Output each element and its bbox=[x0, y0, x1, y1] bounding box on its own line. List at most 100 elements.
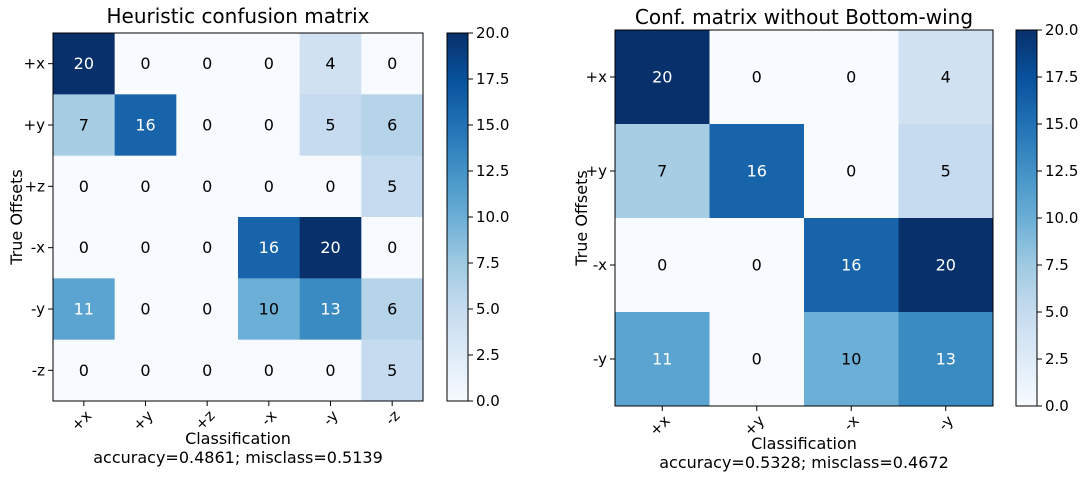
cell-value-label: 16 bbox=[135, 116, 155, 135]
y-axis-label: True Offsets bbox=[7, 169, 26, 265]
heatmap-cell bbox=[804, 312, 899, 407]
cell-value-label: 16 bbox=[841, 256, 861, 275]
cell-value-label: 4 bbox=[325, 54, 335, 73]
heatmap-cell bbox=[361, 33, 424, 95]
heatmap-cell bbox=[361, 94, 424, 157]
heatmap-cell bbox=[176, 217, 239, 279]
colorbar-tick-label: 17.5 bbox=[1045, 68, 1078, 86]
heatmap-cell bbox=[114, 278, 177, 341]
y-tick-label: +y bbox=[586, 162, 608, 180]
heatmap-cell bbox=[53, 155, 116, 218]
colorbar-tick-label: 20.0 bbox=[1045, 21, 1078, 39]
cell-value-label: 0 bbox=[752, 68, 762, 87]
colorbar-tick-label: 0.0 bbox=[476, 392, 500, 410]
heatmap-cell bbox=[299, 278, 362, 341]
cell-value-label: 6 bbox=[387, 300, 397, 319]
accuracy-footer: accuracy=0.4861; misclass=0.5139 bbox=[93, 448, 383, 467]
cell-value-label: 16 bbox=[747, 162, 767, 181]
heatmap-cell bbox=[709, 124, 805, 219]
heuristic-confusion-matrix-chart: Heuristic confusion matrix 20 0 0 0 4 0 7 16 0 0 5 6… bbox=[7, 4, 509, 467]
heatmap-cell bbox=[53, 94, 116, 157]
x-tick-label: +x bbox=[646, 412, 674, 440]
cell-value-label: 13 bbox=[320, 300, 340, 319]
cell-value-label: 5 bbox=[387, 177, 397, 196]
cell-value-label: 0 bbox=[202, 116, 212, 135]
heatmap-cell bbox=[615, 30, 710, 125]
y-tick-label: -y bbox=[31, 300, 45, 318]
cell-value-label: 0 bbox=[387, 54, 397, 73]
accuracy-footer: accuracy=0.5328; misclass=0.4672 bbox=[659, 453, 949, 472]
x-tick-label: -y bbox=[934, 412, 957, 435]
cell-value-label: 0 bbox=[140, 177, 150, 196]
cell-value-label: 0 bbox=[657, 256, 667, 275]
cell-value-label: 0 bbox=[140, 361, 150, 380]
heatmap-cell bbox=[53, 33, 116, 95]
cell-value-label: 20 bbox=[936, 256, 956, 275]
heatmap-cell bbox=[709, 218, 805, 313]
colorbar bbox=[1015, 29, 1038, 407]
cell-value-label: 0 bbox=[846, 162, 856, 181]
y-tick-label: -x bbox=[593, 256, 607, 274]
cell-value-label: 13 bbox=[936, 350, 956, 369]
y-tick-label: -y bbox=[593, 350, 607, 368]
cell-value-label: 0 bbox=[264, 54, 274, 73]
y-tick-label: +z bbox=[25, 177, 46, 195]
heatmap-cell bbox=[53, 339, 116, 402]
heatmap-cell bbox=[176, 94, 239, 157]
heatmap-cell bbox=[299, 155, 362, 218]
y-axis-label: True Offsets bbox=[572, 170, 591, 266]
heatmap-cell bbox=[361, 217, 424, 279]
cell-value-label: 0 bbox=[202, 238, 212, 257]
x-axis-label: Classification bbox=[185, 429, 291, 448]
cell-value-label: 0 bbox=[387, 238, 397, 257]
cell-value-label: 0 bbox=[79, 361, 89, 380]
heatmap-cell bbox=[299, 94, 362, 157]
bottom-wing-confusion-matrix-chart: Conf. matrix without Bottom-wing 20 0 0 4 7 16… bbox=[572, 5, 1078, 472]
cell-value-label: 0 bbox=[846, 68, 856, 87]
heatmap-cell bbox=[176, 33, 239, 95]
cell-value-label: 0 bbox=[325, 361, 335, 380]
cell-value-label: 0 bbox=[264, 177, 274, 196]
heatmap-cell bbox=[709, 30, 805, 125]
heatmap-cell bbox=[114, 33, 177, 95]
heatmap-cell bbox=[176, 155, 239, 218]
colorbar-tick-label: 15.0 bbox=[1045, 115, 1078, 133]
heatmap-cell bbox=[804, 30, 899, 125]
y-tick-label: -x bbox=[31, 239, 45, 257]
cell-value-label: 0 bbox=[140, 238, 150, 257]
heatmap-cell bbox=[898, 124, 994, 219]
cell-value-label: 20 bbox=[320, 238, 340, 257]
cell-value-label: 20 bbox=[652, 68, 672, 87]
cell-value-label: 0 bbox=[752, 256, 762, 275]
heatmap-cell bbox=[804, 218, 899, 313]
heatmap-cell bbox=[299, 339, 362, 402]
colorbar-tick-label: 7.5 bbox=[476, 254, 500, 272]
heatmap-cell bbox=[361, 155, 424, 218]
cell-value-label: 0 bbox=[202, 54, 212, 73]
cell-value-label: 10 bbox=[259, 300, 279, 319]
colorbar-tick-label: 12.5 bbox=[1045, 162, 1078, 180]
heatmap-cell bbox=[53, 278, 116, 341]
cell-value-label: 0 bbox=[202, 361, 212, 380]
colorbar-tick-label: 10.0 bbox=[1045, 209, 1078, 227]
colorbar-tick-label: 2.5 bbox=[1045, 350, 1069, 368]
colorbar-tick-label: 12.5 bbox=[476, 162, 509, 180]
heatmap-cell bbox=[615, 312, 710, 407]
colorbar bbox=[446, 32, 469, 402]
heatmap-cell bbox=[361, 339, 424, 402]
cell-value-label: 0 bbox=[79, 238, 89, 257]
cell-value-label: 4 bbox=[941, 68, 951, 87]
cell-value-label: 0 bbox=[325, 177, 335, 196]
heatmap-cell bbox=[53, 217, 116, 279]
plot-frame bbox=[614, 29, 994, 407]
heatmap-cell bbox=[361, 278, 424, 341]
colorbar-tick-label: 0.0 bbox=[1045, 397, 1069, 415]
heatmap-cell bbox=[804, 124, 899, 219]
heatmap-cell bbox=[238, 33, 301, 95]
cell-value-label: 7 bbox=[657, 162, 667, 181]
cell-value-label: 0 bbox=[752, 350, 762, 369]
cell-value-label: 5 bbox=[941, 162, 951, 181]
heatmap-cell bbox=[114, 339, 177, 402]
colorbar-tick-label: 15.0 bbox=[476, 116, 509, 134]
heatmap-cell bbox=[709, 312, 805, 407]
